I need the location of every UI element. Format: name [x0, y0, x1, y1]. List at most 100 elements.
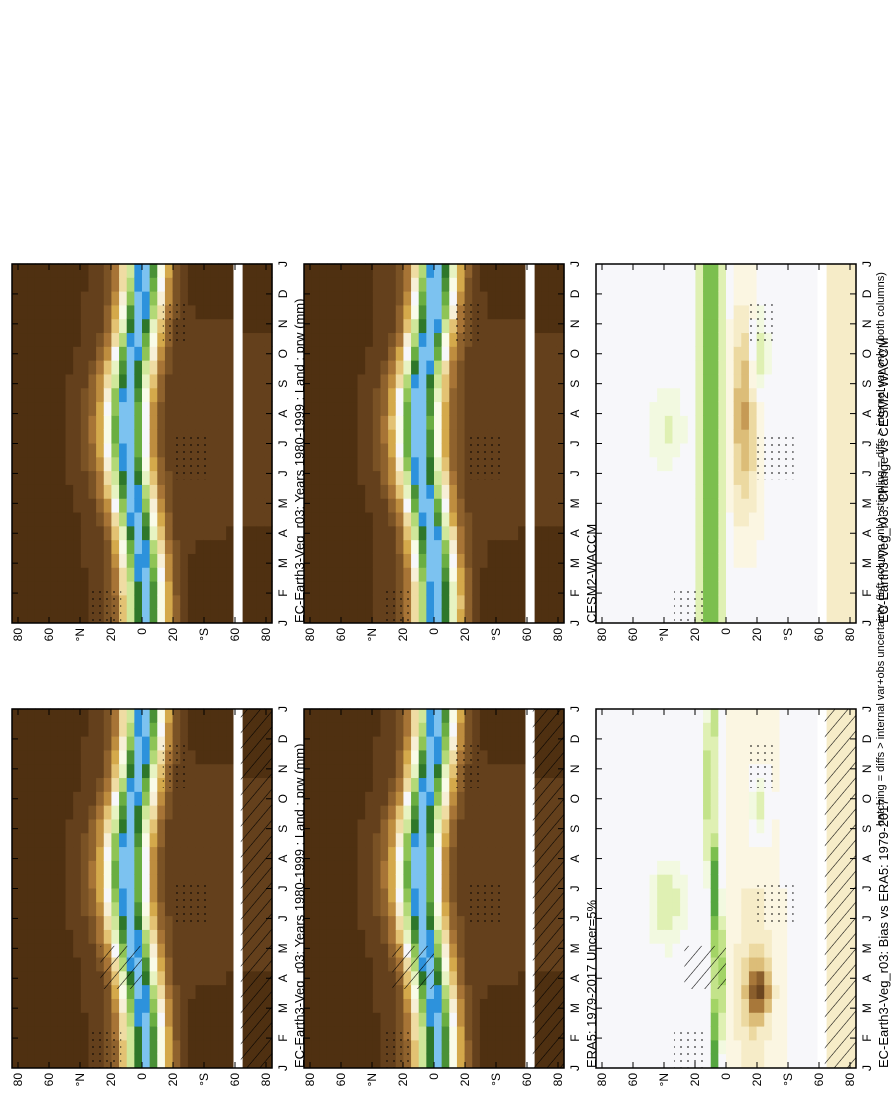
- heatmap-cell: [304, 539, 313, 554]
- heatmap-cell: [96, 539, 105, 554]
- heatmap-cell: [487, 956, 496, 972]
- heatmap-cell: [649, 901, 658, 917]
- heatmap-cell: [319, 346, 328, 361]
- heatmap-cell: [518, 915, 527, 930]
- heatmap-cell: [203, 291, 212, 306]
- heatmap-cell: [134, 763, 143, 779]
- heatmap-cell: [672, 846, 681, 861]
- heatmap-cell: [311, 736, 320, 751]
- heatmap-cell: [426, 318, 435, 334]
- heatmap-cell: [50, 915, 59, 930]
- heatmap-cell: [372, 484, 382, 499]
- heatmap-cell: [596, 998, 605, 1013]
- heatmap-cell: [418, 1025, 427, 1041]
- heatmap-cell: [187, 304, 197, 320]
- heatmap-cell: [502, 456, 512, 472]
- heatmap-cell: [388, 291, 397, 306]
- heatmap-cell: [464, 553, 473, 568]
- x-tick-label: A: [276, 410, 290, 418]
- heatmap-cell: [65, 791, 74, 806]
- heatmap-cell: [365, 304, 374, 320]
- heatmap-cell: [342, 498, 351, 513]
- heatmap-cell: [388, 832, 397, 848]
- heatmap-cell: [134, 346, 143, 361]
- heatmap-cell: [164, 277, 174, 292]
- heatmap-cell: [794, 763, 804, 779]
- heatmap-cell: [441, 594, 450, 610]
- heatmap-cell: [357, 277, 366, 292]
- heatmap-cell: [357, 846, 366, 861]
- heatmap-cell: [411, 401, 420, 416]
- heatmap-cell: [65, 456, 74, 472]
- heatmap-cell: [334, 1025, 343, 1041]
- heatmap-cell: [80, 929, 90, 944]
- heatmap-cell: [334, 539, 343, 554]
- heatmap-cell: [96, 553, 105, 568]
- heatmap-cell: [164, 539, 174, 554]
- heatmap-cell: [487, 791, 496, 806]
- heatmap-cell: [634, 1039, 643, 1055]
- heatmap-cell: [34, 539, 44, 554]
- heatmap-cell: [649, 915, 658, 930]
- heatmap-cell: [210, 442, 220, 458]
- heatmap-cell: [365, 805, 374, 820]
- heatmap-cell: [203, 736, 212, 751]
- heatmap-cell: [27, 401, 36, 416]
- x-tick-label: J: [860, 886, 874, 892]
- heatmap-cell: [34, 263, 44, 278]
- heatmap-cell: [103, 1012, 113, 1027]
- heatmap-cell: [372, 553, 382, 568]
- heatmap-cell: [672, 749, 681, 765]
- heatmap-cell: [649, 887, 658, 903]
- heatmap-cell: [226, 722, 235, 737]
- heatmap-cell: [256, 373, 265, 389]
- heatmap-cell: [334, 456, 343, 472]
- heatmap-cell: [518, 860, 527, 875]
- heatmap-cell: [65, 749, 74, 765]
- heatmap-cell: [103, 498, 113, 513]
- heatmap-cell: [73, 608, 82, 623]
- heatmap-cell: [19, 832, 28, 848]
- heatmap-cell: [495, 763, 504, 779]
- y-tick-label: 20: [688, 1073, 702, 1087]
- heatmap-cell: [34, 998, 44, 1013]
- heatmap-cell: [27, 956, 36, 972]
- heatmap-cell: [149, 429, 158, 444]
- heatmap-cell: [533, 470, 542, 485]
- heatmap-cell: [157, 832, 166, 848]
- heatmap-cell: [142, 567, 151, 582]
- heatmap-cell: [426, 525, 435, 541]
- heatmap-cell: [111, 791, 120, 806]
- heatmap-cell: [12, 360, 21, 375]
- heatmap-cell: [365, 498, 374, 513]
- heatmap-cell: [304, 1025, 313, 1041]
- heatmap-cell: [764, 791, 773, 806]
- heatmap-cell: [426, 291, 435, 306]
- heatmap-cell: [249, 277, 258, 292]
- heatmap-cell: [449, 860, 458, 875]
- heatmap-cell: [618, 1012, 628, 1027]
- heatmap-cell: [342, 791, 351, 806]
- heatmap-cell: [456, 956, 466, 972]
- x-tick-label: J: [568, 1065, 582, 1071]
- heatmap-cell: [548, 511, 557, 527]
- heatmap-cell: [680, 805, 689, 820]
- heatmap-cell: [748, 998, 758, 1013]
- heatmap-cell: [456, 1025, 466, 1041]
- heatmap-cell: [334, 763, 343, 779]
- heatmap-cell: [441, 387, 450, 403]
- heatmap-cell: [411, 846, 420, 861]
- heatmap-cell: [50, 304, 59, 320]
- heatmap-cell: [380, 401, 389, 416]
- heatmap-cell: [326, 553, 336, 568]
- heatmap-cell: [241, 539, 250, 554]
- x-tick-label: N: [860, 764, 874, 773]
- heatmap-cell: [533, 332, 542, 347]
- heatmap-cell: [187, 415, 197, 430]
- heatmap-cell: [218, 846, 227, 861]
- heatmap-cell: [657, 1012, 666, 1027]
- heatmap-cell: [641, 874, 651, 889]
- heatmap-cell: [334, 318, 343, 334]
- heatmap-cell: [479, 373, 489, 389]
- heatmap-cell: [326, 874, 336, 889]
